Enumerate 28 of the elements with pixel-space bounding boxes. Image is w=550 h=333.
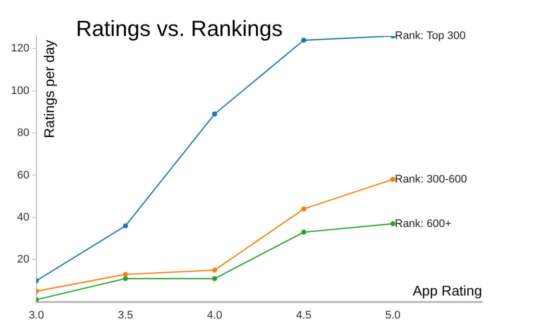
point [212,276,218,282]
point [212,268,218,273]
x-tick-label: 3.0 [28,309,44,322]
point [122,223,128,228]
series-label: Rank: 600+ [394,218,452,230]
chart-title: Ratings vs. Rankings [76,16,283,41]
y-tick-label: 60 [17,169,30,182]
x-tick-label: 3.5 [118,309,134,322]
y-tick-label: 20 [17,254,30,266]
x-tick-label: 5.0 [385,309,401,322]
y-tick-label: 100 [10,84,30,97]
point [390,221,396,226]
point [390,176,396,182]
series-label: Rank: 300-600 [394,173,468,186]
y-tick-label: 120 [10,42,30,55]
x-tick-label: 4.0 [206,309,222,322]
x-axis-title: App Rating [412,282,482,299]
point [212,112,218,117]
y-tick-label: 40 [17,211,30,224]
point [301,230,306,235]
point [301,206,306,212]
series-label: Rank: Top 300 [394,30,466,42]
point [301,38,306,43]
point [122,276,128,282]
x-tick-label: 4.5 [296,309,312,322]
point [122,272,128,277]
y-tick-label: 80 [17,127,30,140]
y-axis-title: Ratings per day [41,40,58,138]
